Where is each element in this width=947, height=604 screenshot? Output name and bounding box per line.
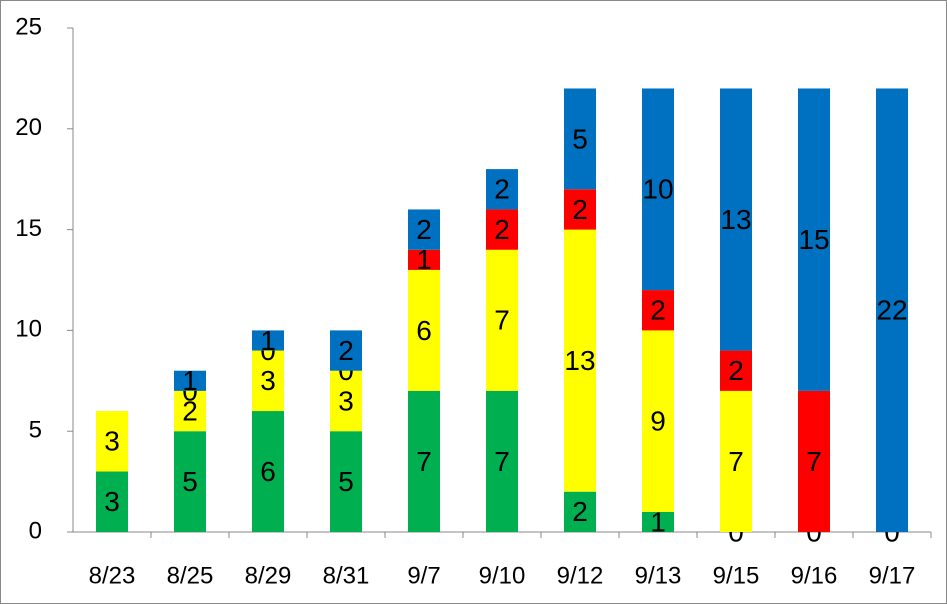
bar-segment: [486, 209, 518, 250]
bar-segment: [330, 370, 362, 432]
x-tick-label: 9/17: [869, 562, 916, 589]
bar-segment: [798, 88, 830, 391]
data-label: 7: [416, 446, 432, 477]
bar-segment: [408, 249, 440, 270]
bar-segment: [252, 350, 284, 412]
bar-segment: [408, 269, 440, 391]
data-label: 7: [494, 305, 510, 336]
x-tick-label: 9/13: [635, 562, 682, 589]
y-tick-label: 20: [15, 114, 42, 141]
x-tick-label: 9/15: [713, 562, 760, 589]
data-label: 2: [650, 295, 666, 326]
bar-segment: [564, 189, 596, 230]
bar-segment: [252, 411, 284, 532]
bar-segment: [408, 390, 440, 532]
x-tick-label: 9/10: [479, 562, 526, 589]
y-tick-label: 15: [15, 215, 42, 242]
y-tick-label: 25: [15, 13, 42, 40]
x-tick-label: 9/7: [407, 562, 440, 589]
data-label: 3: [338, 385, 354, 416]
data-label: 5: [182, 466, 198, 497]
data-label: 3: [260, 365, 276, 396]
data-label: 3: [104, 426, 120, 457]
data-label: 1: [416, 244, 432, 275]
data-label: 1: [260, 325, 276, 356]
bar-segment: [486, 249, 518, 391]
bar-segment: [642, 330, 674, 512]
y-tick-label: 10: [15, 316, 42, 343]
x-tick-label: 9/16: [791, 562, 838, 589]
bar-segment: [642, 511, 674, 532]
data-label: 2: [182, 395, 198, 426]
data-label: 2: [338, 335, 354, 366]
data-label: 2: [572, 496, 588, 527]
x-tick-label: 8/23: [89, 562, 136, 589]
bar-segment: [720, 88, 752, 351]
data-label: 15: [798, 224, 829, 255]
bar-segment: [564, 491, 596, 532]
bar-segment: [642, 290, 674, 331]
y-tick-label: 5: [29, 417, 42, 444]
bar-segment: [720, 390, 752, 532]
bar-segment: [486, 169, 518, 210]
data-label: 1: [182, 365, 198, 396]
data-label: 2: [416, 214, 432, 245]
data-label: 22: [876, 295, 907, 326]
bar-segment: [876, 88, 908, 532]
data-label: 13: [720, 204, 751, 235]
bar-segment: [564, 229, 596, 492]
data-label: 10: [642, 174, 673, 205]
data-label: 9: [650, 406, 666, 437]
data-label: 2: [494, 214, 510, 245]
bar-segment: [96, 411, 128, 472]
bar-segment: [720, 350, 752, 391]
bar-segment: [252, 330, 284, 351]
x-tick-label: 8/25: [167, 562, 214, 589]
bar-segment: [798, 390, 830, 532]
x-tick-label: 9/12: [557, 562, 604, 589]
x-tick-label: 8/29: [245, 562, 292, 589]
bar-segment: [408, 209, 440, 250]
bar-segment: [174, 370, 206, 391]
bar-segment: [174, 431, 206, 532]
data-label: 2: [728, 355, 744, 386]
data-label: 2: [494, 174, 510, 205]
data-label: 5: [572, 123, 588, 154]
bar-segment: [330, 330, 362, 371]
data-label: 2: [572, 194, 588, 225]
data-label: 6: [260, 456, 276, 487]
data-label: 3: [104, 486, 120, 517]
bar-segment: [96, 471, 128, 532]
data-label: 7: [806, 446, 822, 477]
bar-segment: [486, 390, 518, 532]
bar-segment: [564, 88, 596, 190]
data-label: 7: [494, 446, 510, 477]
y-tick-label: 0: [29, 517, 42, 544]
data-label: 13: [564, 345, 595, 376]
data-label: 7: [728, 446, 744, 477]
data-label: 1: [650, 506, 666, 537]
bar-segment: [174, 390, 206, 432]
bar-segment: [330, 431, 362, 532]
x-tick-label: 8/31: [323, 562, 370, 589]
data-label: 6: [416, 315, 432, 346]
data-label: 5: [338, 466, 354, 497]
bar-segment: [642, 88, 674, 291]
